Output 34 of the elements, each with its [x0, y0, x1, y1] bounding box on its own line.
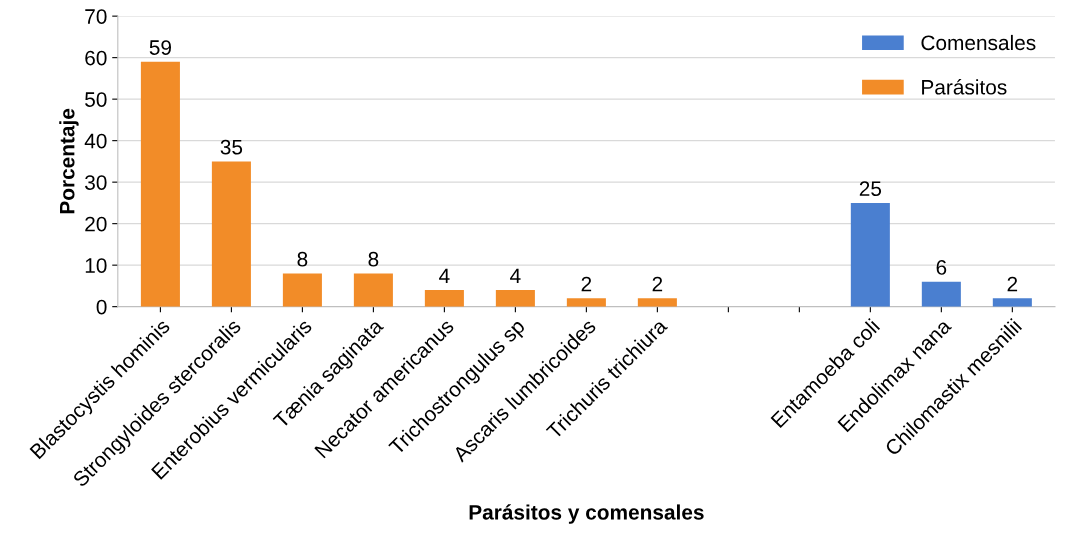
data-label: 2: [1007, 276, 1018, 292]
y-axis-title: Porcentaje: [59, 108, 79, 214]
y-tick-label: 20: [85, 216, 107, 232]
bar: [353, 273, 393, 307]
y-tick-label: 30: [85, 175, 107, 190]
data-label: 2: [652, 276, 663, 292]
data-label: 2: [581, 276, 592, 292]
bar: [424, 290, 464, 307]
bar: [495, 290, 535, 307]
bar: [992, 298, 1032, 307]
data-label: 8: [368, 251, 379, 267]
bar: [637, 298, 677, 307]
bar: [566, 298, 606, 307]
bar: [140, 61, 180, 307]
y-tick-label: 50: [85, 92, 107, 107]
data-label: 25: [859, 181, 882, 197]
data-label: 35: [220, 139, 243, 155]
bar: [850, 202, 890, 307]
data-label: 4: [510, 268, 521, 283]
data-label: 8: [297, 251, 308, 267]
data-label: 59: [149, 40, 172, 55]
y-tick-label: 60: [85, 50, 107, 66]
y-tick-label: 0: [96, 299, 107, 315]
x-axis-title: Parásitos y comensales: [469, 504, 704, 524]
bar: [282, 273, 322, 307]
legend-label: Parásitos: [922, 79, 1007, 95]
legend-label: Comensales: [921, 34, 1036, 51]
y-tick-label: 10: [85, 258, 107, 273]
data-label: 4: [439, 268, 450, 283]
bar: [211, 161, 251, 307]
bar: [921, 281, 961, 307]
data-label: 6: [936, 260, 947, 275]
y-tick-label: 70: [85, 9, 107, 24]
y-tick-label: 40: [84, 133, 107, 149]
